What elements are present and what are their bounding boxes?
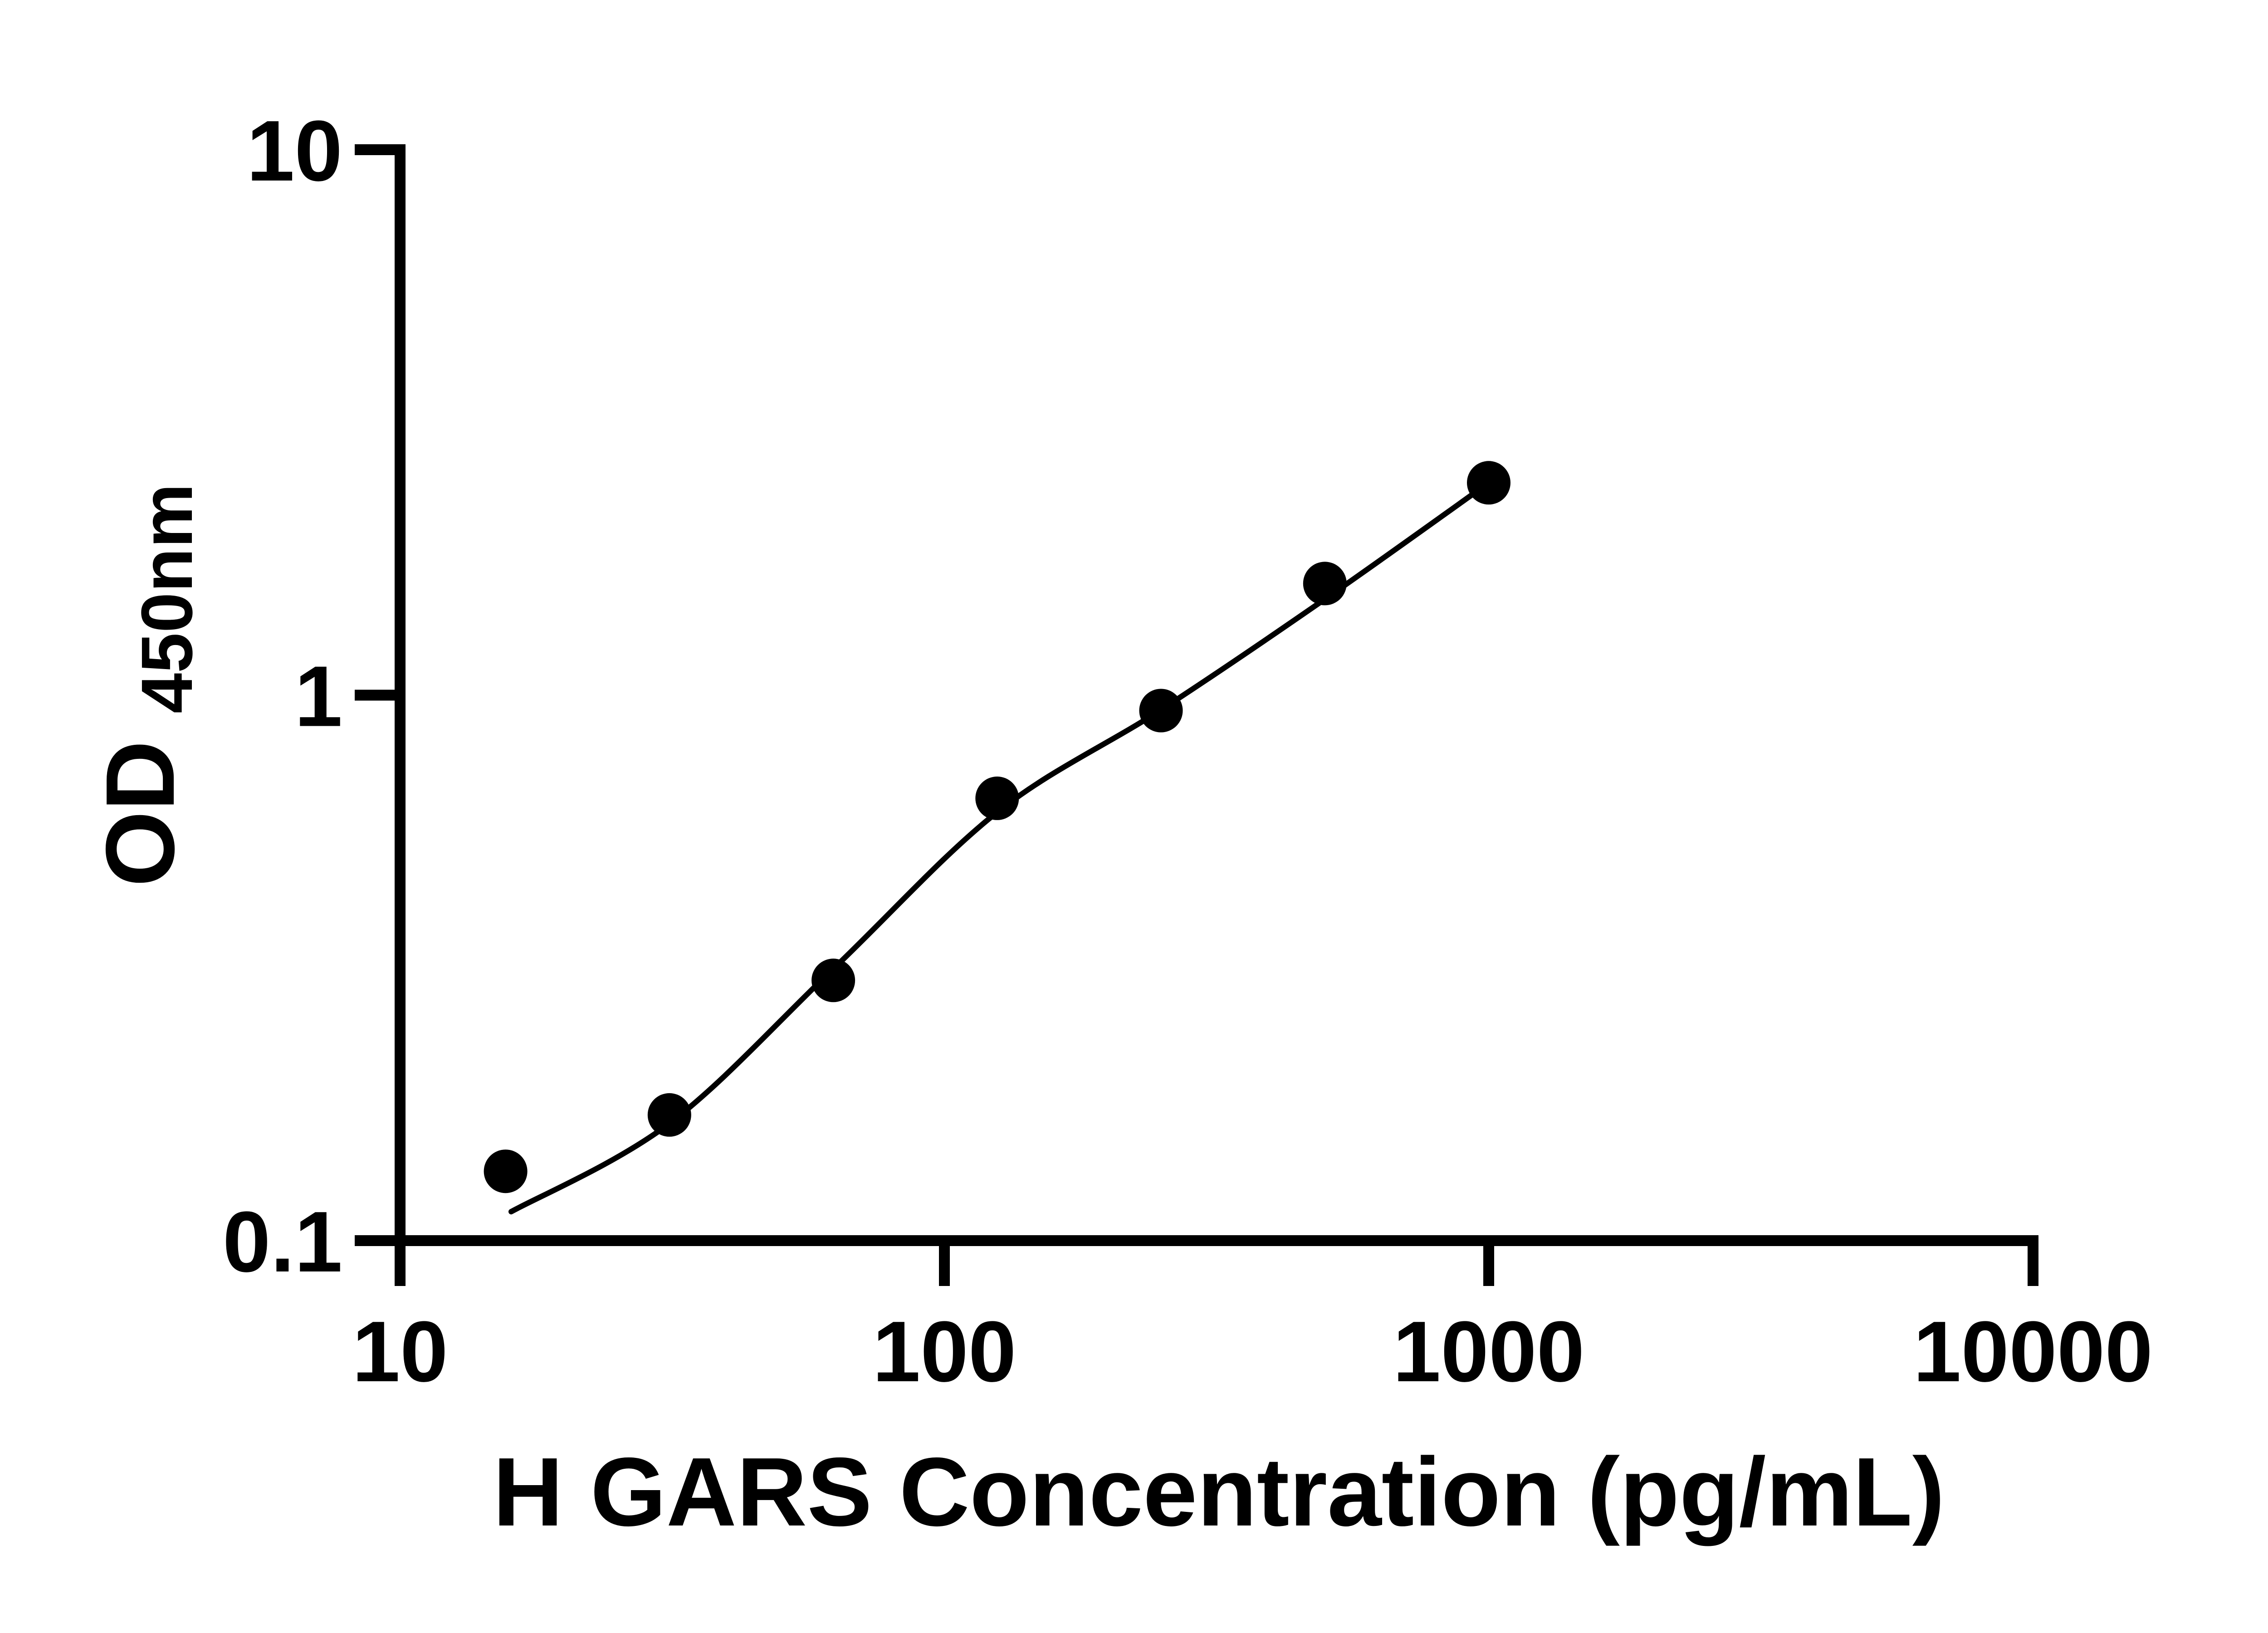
data-point-31.25 xyxy=(647,1093,691,1137)
y-axis-title-main: OD xyxy=(85,741,195,887)
data-point-500 xyxy=(1303,562,1347,606)
data-point-1000 xyxy=(1467,461,1510,505)
y-tick-label-1: 1 xyxy=(294,649,342,745)
data-points xyxy=(484,461,1510,1193)
data-point-250 xyxy=(1139,689,1183,733)
x-axis-title: H GARS Concentration (pg/mL) xyxy=(493,1437,1945,1546)
y-axis-title-subscript: 450nm xyxy=(126,484,207,714)
data-point-62.5 xyxy=(811,958,855,1002)
y-axis-title: OD 450nm xyxy=(85,484,207,887)
tick-labels: 10 100 1000 10000 0.1 1 10 xyxy=(223,103,2153,1400)
y-tick-label-0.1: 0.1 xyxy=(223,1194,342,1290)
x-tick-label-10: 10 xyxy=(352,1304,448,1400)
y-tick-label-10: 10 xyxy=(247,103,342,199)
axes xyxy=(395,150,2033,1246)
x-tick-label-1000: 1000 xyxy=(1393,1304,1585,1400)
x-tick-label-10000: 10000 xyxy=(1913,1304,2153,1400)
x-tick-label-100: 100 xyxy=(872,1304,1016,1400)
axis-ticks xyxy=(355,144,2038,1286)
data-point-15.625 xyxy=(484,1149,528,1193)
data-point-125 xyxy=(975,776,1019,820)
